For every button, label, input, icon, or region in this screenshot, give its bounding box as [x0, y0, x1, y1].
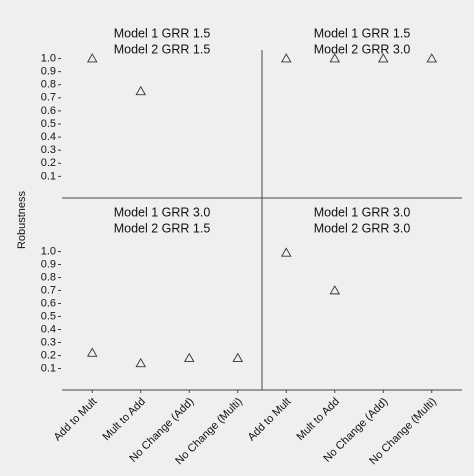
data-point [135, 85, 147, 96]
y-tick-label: 0.1 [41, 170, 56, 182]
y-axis-label: Robustness [16, 190, 28, 249]
panel-title: Model 1 GRR 3.0 [314, 205, 411, 219]
data-point [329, 285, 341, 295]
x-tick-label: Mult to Add [295, 396, 342, 443]
data-point [183, 352, 195, 362]
data-point [280, 247, 292, 257]
y-tick-label: 0.4 [41, 131, 56, 143]
x-tick-label: Mult to Add [101, 396, 148, 443]
y-tick-label: 0.1 [41, 362, 56, 374]
data-point [377, 53, 389, 63]
data-point [329, 53, 341, 63]
y-tick-label: 0.7 [41, 284, 56, 296]
data-point [280, 53, 292, 63]
data-point [135, 357, 147, 368]
y-tick-label: 0.2 [41, 157, 56, 169]
panel-title: Model 1 GRR 3.0 [114, 205, 211, 219]
data-point [86, 347, 98, 357]
y-tick-label: 0.3 [41, 144, 56, 156]
panel-subtitle: Model 2 GRR 1.5 [114, 42, 211, 56]
y-tick-label: 0.5 [41, 118, 56, 130]
y-tick-label: 0.6 [41, 297, 56, 309]
panel-subtitle: Model 2 GRR 3.0 [314, 42, 411, 56]
data-point [426, 53, 438, 63]
y-tick-label: 0.3 [41, 336, 56, 348]
panel-subtitle: Model 2 GRR 1.5 [114, 221, 211, 235]
y-tick-label: 1.0 [41, 245, 56, 257]
panel-subtitle: Model 2 GRR 3.0 [314, 221, 411, 235]
y-tick-label: 0.4 [41, 323, 56, 335]
y-tick-label: 0.7 [41, 92, 56, 104]
y-tick-label: 0.9 [41, 258, 56, 270]
panel-title: Model 1 GRR 1.5 [114, 26, 211, 40]
data-point [86, 53, 98, 63]
y-tick-label: 0.9 [41, 66, 56, 78]
y-tick-label: 0.8 [41, 79, 56, 91]
y-tick-label: 0.8 [41, 271, 56, 283]
y-tick-label: 1.0 [41, 52, 56, 64]
x-tick-label: Add to Mult [52, 396, 100, 444]
x-tick-label: Add to Mult [246, 396, 294, 444]
panel-title: Model 1 GRR 1.5 [314, 26, 411, 40]
y-tick-label: 0.5 [41, 310, 56, 322]
data-point [232, 352, 244, 362]
y-tick-label: 0.2 [41, 349, 56, 361]
y-tick-label: 0.6 [41, 105, 56, 117]
